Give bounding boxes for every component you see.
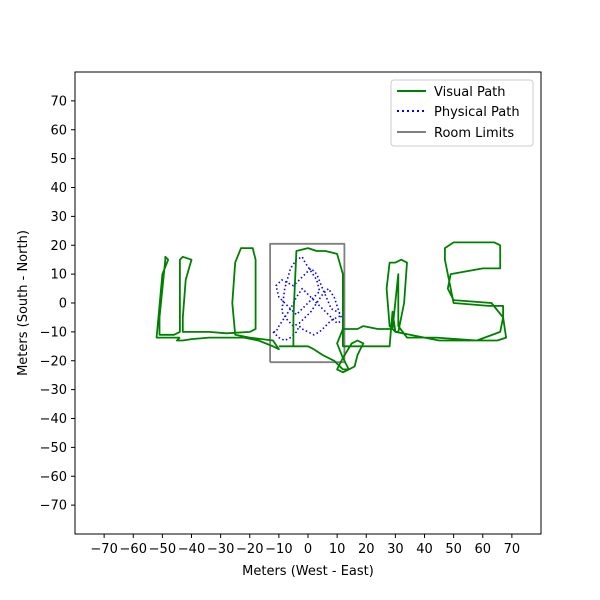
y-tick-label: −50 [40,441,67,456]
x-tick-label: 60 [474,542,491,557]
x-tick-label: 70 [504,542,521,557]
x-tick-label: −10 [265,542,292,557]
y-tick-label: 30 [50,210,67,225]
y-axis-ticks: −70 −60 −50 −40 −30 −20 −10 0 10 20 30 40 50 60 70 [40,94,75,514]
x-tick-label: 10 [329,542,346,557]
y-tick-label: −40 [40,412,67,427]
y-tick-label: 50 [50,152,67,167]
y-tick-label: −30 [40,383,67,398]
x-tick-label: 20 [358,542,375,557]
x-axis-label: Meters (West - East) [242,564,374,579]
y-tick-label: 60 [50,123,67,138]
legend: Visual Path Physical Path Room Limits [390,79,534,147]
legend-label-visual-path: Visual Path [434,85,506,100]
x-axis-ticks: −70 −60 −50 −40 −30 −20 −10 0 10 20 30 40 50 60 70 [90,534,520,557]
y-tick-label: −20 [40,354,67,369]
y-tick-label: 20 [50,239,67,254]
y-tick-label: 10 [50,268,67,283]
x-tick-label: −30 [207,542,234,557]
x-tick-label: −70 [90,542,117,557]
legend-label-room-limits: Room Limits [434,126,514,141]
physical-path-line [272,255,344,342]
x-tick-label: 0 [304,542,312,557]
y-tick-label: −60 [40,470,67,485]
x-tick-label: −60 [120,542,147,557]
y-tick-label: −70 [40,499,67,514]
room-limits-rect [269,242,346,364]
y-tick-label: 70 [50,94,67,109]
x-tick-label: −40 [178,542,205,557]
y-tick-label: 0 [59,297,67,312]
x-tick-label: 40 [416,542,433,557]
y-tick-label: 40 [50,181,67,196]
y-axis-label: Meters (South - North) [16,230,31,376]
x-tick-label: 50 [445,542,462,557]
y-tick-label: −10 [40,325,67,340]
legend-box [390,79,534,147]
visual-path-line [155,247,280,351]
x-tick-label: −50 [149,542,176,557]
series-layer [155,241,508,374]
legend-label-physical-path: Physical Path [434,105,520,120]
x-tick-label: 30 [387,542,404,557]
x-tick-label: −20 [236,542,263,557]
visual-path-line-segment [278,241,508,374]
